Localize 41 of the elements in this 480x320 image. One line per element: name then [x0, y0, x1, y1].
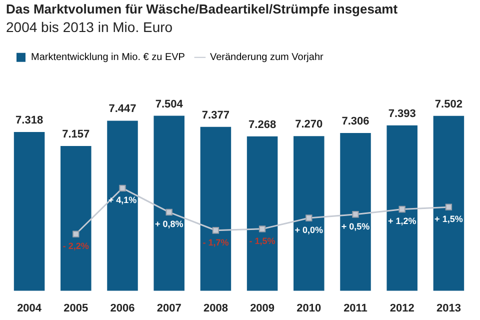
- x-tick-label: 2009: [250, 302, 275, 314]
- data-label: + 1,2%: [388, 216, 416, 226]
- point: [445, 204, 452, 210]
- data-label: 7.377: [202, 109, 230, 122]
- point: [306, 214, 312, 222]
- data-label: 7.447: [108, 103, 136, 116]
- legend-label: Veränderung zum Vorjahr: [210, 52, 324, 64]
- point: [258, 226, 266, 232]
- point: [166, 208, 172, 216]
- data-label: 7.306: [342, 116, 370, 128]
- x-tick-label: 2008: [203, 302, 228, 314]
- point: [72, 230, 80, 238]
- x-tick-label: 2005: [64, 302, 88, 314]
- data-label: 7.318: [16, 114, 44, 127]
- x-tick-label: 2004: [17, 302, 42, 314]
- point: [212, 227, 220, 234]
- chart-title: Das Marktvolumen für Wäsche/Badeartikel/Strümpfe insgesamt: [6, 1, 398, 16]
- data-label: - 1,5%: [249, 236, 276, 246]
- x-tick-label: 2011: [344, 302, 368, 314]
- data-label: - 1,7%: [202, 237, 229, 248]
- data-label: 7.268: [248, 118, 276, 131]
- data-label: + 0,0%: [294, 224, 324, 235]
- x-tick-label: 2010: [296, 302, 322, 314]
- data-label: + 1,5%: [434, 214, 463, 224]
- x-tick-label: 2013: [436, 302, 461, 314]
- point: [119, 184, 126, 192]
- data-label: 7.502: [434, 98, 462, 110]
- chart-subtitle: 2004 bis 2013 in Mio. Euro: [6, 18, 173, 35]
- data-label: 7.393: [388, 108, 416, 120]
- x-tick-label: 2006: [110, 302, 135, 314]
- x-tick-label: 2012: [390, 302, 414, 314]
- point: [398, 206, 406, 213]
- legend-label: Marktentwicklung in Mio. € zu EVP: [31, 52, 186, 64]
- data-label: + 0,5%: [341, 221, 370, 232]
- data-label: 7.270: [295, 118, 323, 131]
- point: [352, 211, 359, 218]
- data-label: + 0,8%: [154, 219, 184, 230]
- data-label: 7.157: [62, 128, 90, 141]
- data-label: 7.504: [155, 98, 184, 110]
- x-tick-label: 2007: [156, 302, 182, 314]
- data-label: - 2,2%: [62, 241, 89, 251]
